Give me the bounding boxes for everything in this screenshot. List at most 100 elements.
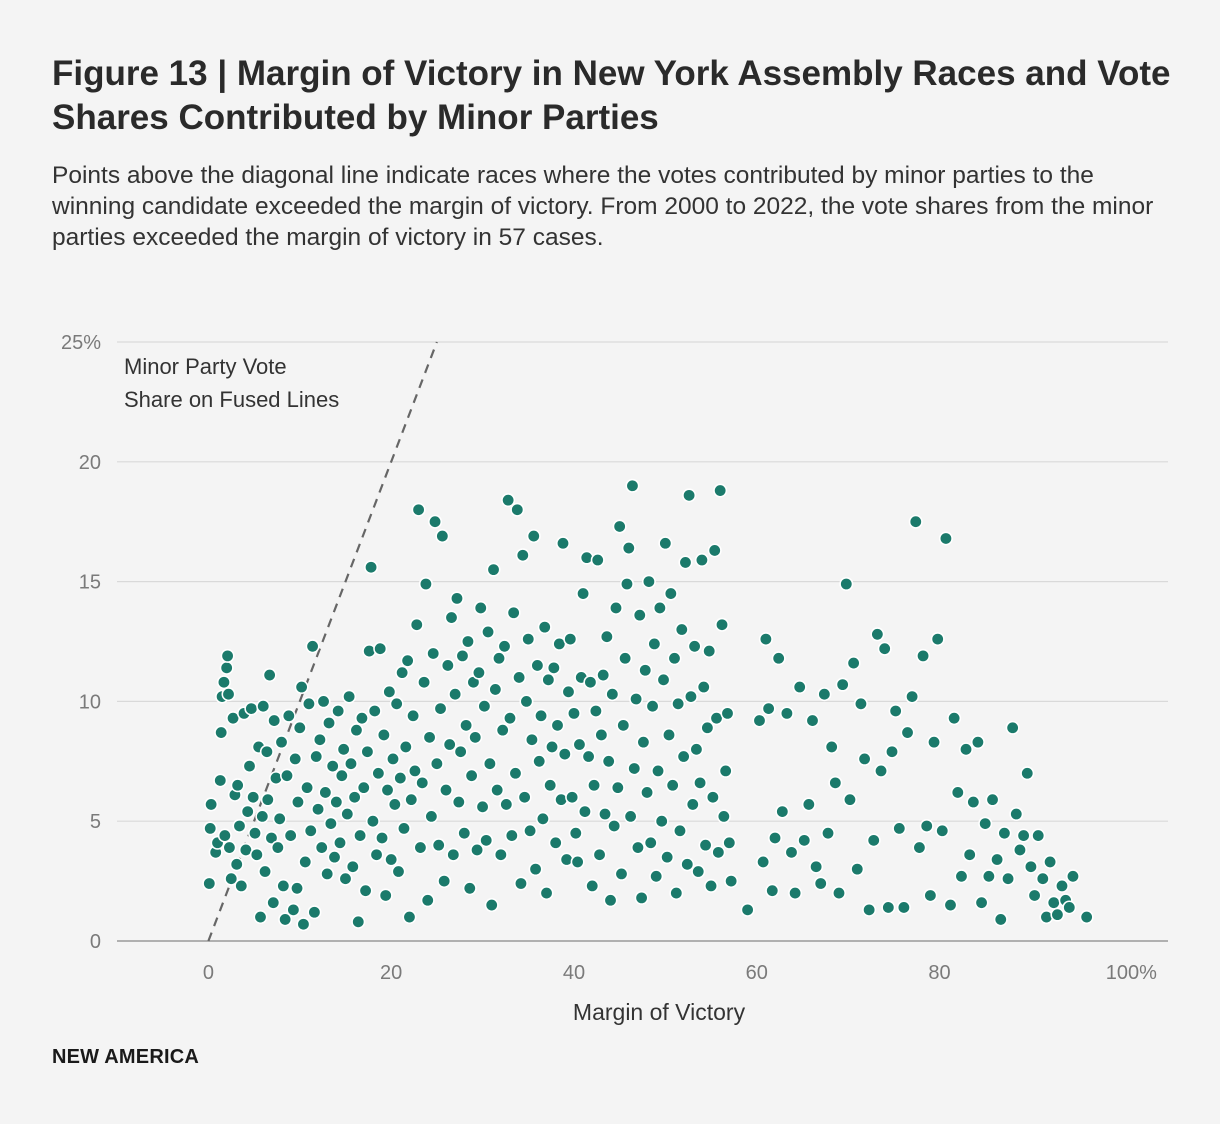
data-point	[722, 835, 737, 850]
data-point	[266, 895, 281, 910]
data-point	[930, 632, 945, 647]
data-point	[283, 828, 298, 843]
data-point	[515, 548, 530, 563]
data-point	[378, 888, 393, 903]
data-point	[391, 864, 406, 879]
data-point	[720, 706, 735, 721]
data-point	[502, 711, 517, 726]
data-point	[270, 840, 285, 855]
data-point	[345, 859, 360, 874]
data-point	[343, 756, 358, 771]
chart-subtitle: Points above the diagonal line indicate …	[52, 162, 1154, 251]
annotation-line-1: Minor Party Vote	[124, 354, 287, 379]
data-point	[954, 869, 969, 884]
x-tick-label: 80	[928, 962, 950, 984]
data-point	[526, 529, 541, 544]
data-point	[962, 847, 977, 862]
data-point	[242, 759, 257, 774]
data-point	[249, 847, 264, 862]
data-point	[990, 852, 1005, 867]
data-point	[420, 893, 435, 908]
data-point	[563, 632, 578, 647]
data-point	[716, 809, 731, 824]
data-point	[426, 646, 441, 661]
data-point	[314, 840, 329, 855]
data-point	[888, 703, 903, 718]
data-point	[259, 744, 274, 759]
data-point	[389, 696, 404, 711]
data-point	[821, 826, 836, 841]
data-point	[693, 775, 708, 790]
data-point	[966, 795, 981, 810]
data-point	[495, 723, 510, 738]
data-point	[290, 795, 305, 810]
data-point	[322, 715, 337, 730]
data-point	[652, 600, 667, 615]
data-point	[768, 830, 783, 845]
data-point	[853, 696, 868, 711]
data-point	[524, 732, 539, 747]
data-point	[418, 576, 433, 591]
data-point	[216, 675, 231, 690]
data-point	[512, 670, 527, 685]
data-point	[596, 668, 611, 683]
x-tick-label: 20	[380, 962, 402, 984]
data-point	[422, 730, 437, 745]
data-point	[312, 732, 327, 747]
data-point	[413, 840, 428, 855]
data-point	[281, 708, 296, 723]
data-point	[232, 818, 247, 833]
data-point	[256, 699, 271, 714]
data-point	[702, 644, 717, 659]
data-point	[592, 847, 607, 862]
data-point	[1009, 807, 1024, 822]
data-point	[866, 833, 881, 848]
data-point	[645, 699, 660, 714]
data-points	[202, 478, 1094, 932]
data-point	[550, 718, 565, 733]
data-point	[318, 785, 333, 800]
data-point	[513, 876, 528, 891]
data-point	[959, 742, 974, 757]
data-point	[1001, 871, 1016, 886]
data-point	[519, 694, 534, 709]
data-point	[537, 620, 552, 635]
data-point	[354, 711, 369, 726]
data-point	[477, 699, 492, 714]
data-point	[387, 797, 402, 812]
data-point	[570, 854, 585, 869]
data-point	[217, 828, 232, 843]
data-point	[870, 627, 885, 642]
data-point	[884, 744, 899, 759]
data-point	[908, 514, 923, 529]
data-point	[938, 531, 953, 546]
data-point	[660, 850, 675, 865]
data-point	[331, 703, 346, 718]
data-point	[771, 651, 786, 666]
x-tick-label: 100%	[1106, 962, 1157, 984]
data-point	[303, 823, 318, 838]
data-point	[435, 529, 450, 544]
data-point	[775, 804, 790, 819]
data-point	[1050, 907, 1065, 922]
data-point	[501, 493, 516, 508]
data-point	[788, 886, 803, 901]
data-point	[371, 766, 386, 781]
data-point	[248, 826, 263, 841]
data-point	[429, 756, 444, 771]
data-point	[638, 663, 653, 678]
data-point	[623, 809, 638, 824]
y-tick-label: 10	[79, 691, 101, 713]
annotation-line-2: Share on Fused Lines	[124, 387, 339, 412]
data-point	[974, 895, 989, 910]
data-point	[305, 639, 320, 654]
data-point	[464, 768, 479, 783]
data-point	[900, 725, 915, 740]
data-point	[651, 763, 666, 778]
data-point	[919, 818, 934, 833]
data-point	[805, 713, 820, 728]
data-point	[411, 502, 426, 517]
data-point	[667, 651, 682, 666]
data-point	[384, 852, 399, 867]
data-point	[1043, 854, 1058, 869]
